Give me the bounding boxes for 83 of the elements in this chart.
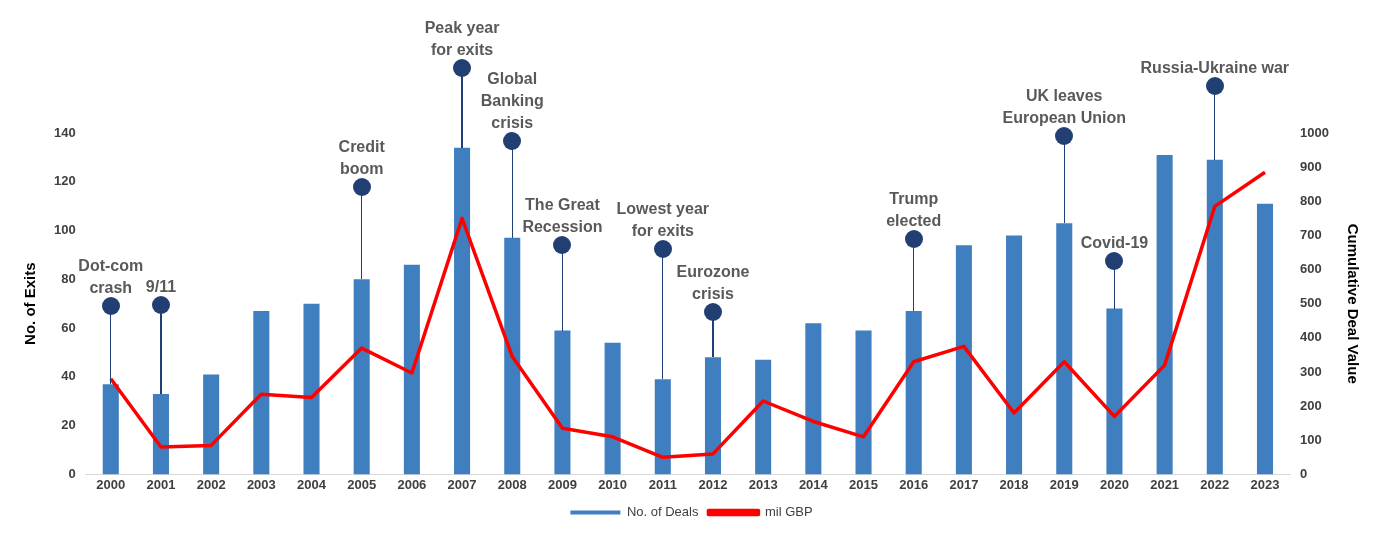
x-tick-label: 2023 xyxy=(1250,476,1280,492)
bar xyxy=(905,311,922,475)
legend-label: No. of Deals xyxy=(626,504,699,520)
y2-tick-label: 800 xyxy=(1300,192,1322,208)
bar xyxy=(253,311,270,475)
x-tick-label: 2019 xyxy=(1049,476,1079,492)
y2-tick-label: 200 xyxy=(1300,397,1322,413)
x-tick-label: 2010 xyxy=(598,476,628,492)
bar xyxy=(755,359,772,475)
y2-tick-label: 0 xyxy=(1300,465,1308,481)
annotation: Eurozone crisis xyxy=(676,263,750,303)
x-tick-label: 2021 xyxy=(1150,476,1180,492)
legend-label: mil GBP xyxy=(764,504,813,520)
y2-tick-label: 500 xyxy=(1300,295,1322,311)
x-tick-label: 2003 xyxy=(246,476,276,492)
y2-tick-label: 700 xyxy=(1300,227,1322,242)
bar xyxy=(203,374,220,475)
text: Peak year for exits xyxy=(424,18,500,58)
text: Global Banking crisis xyxy=(480,69,544,131)
y-axis-title: No. of Exits xyxy=(21,262,39,345)
bar xyxy=(454,147,471,475)
bar xyxy=(504,237,521,475)
bar xyxy=(704,357,722,475)
annotation: 9/11 xyxy=(145,277,177,295)
x-tick-label: 2004 xyxy=(297,476,327,492)
annotation: The Great Recession xyxy=(522,195,603,235)
y-tick-label: 20 xyxy=(61,417,76,433)
y-tick-label: 60 xyxy=(61,319,76,335)
x-tick-label: 2005 xyxy=(347,476,377,492)
x-tick-label: 2007 xyxy=(447,476,477,492)
x-tick-label: 2011 xyxy=(648,476,677,492)
x-tick-label: 2016 xyxy=(899,476,929,492)
bar xyxy=(303,303,320,475)
y2-tick-label: 400 xyxy=(1300,329,1322,345)
x-tick-label: 2022 xyxy=(1200,476,1230,492)
bar xyxy=(1206,159,1223,475)
x-tick-label: 2000 xyxy=(96,476,126,492)
annotation: Lowest year for exits xyxy=(616,200,710,240)
bar xyxy=(403,264,420,475)
x-tick-label: 2014 xyxy=(798,476,829,492)
annotation: Trump elected xyxy=(886,190,942,230)
y-tick-label: 100 xyxy=(53,222,76,238)
x-tick-label: 2001 xyxy=(146,476,176,492)
annotation: Covid-19 xyxy=(1080,233,1149,251)
x-tick-label: 2012 xyxy=(698,476,728,492)
bar xyxy=(955,245,972,475)
x-tick-label: 2008 xyxy=(497,476,527,492)
bar xyxy=(604,342,621,475)
bar xyxy=(1106,308,1123,475)
bar xyxy=(855,330,872,475)
x-tick-label: 2015 xyxy=(849,476,878,492)
y-tick-label: 0 xyxy=(68,465,76,481)
x-tick-label: 2002 xyxy=(196,476,226,492)
bar xyxy=(654,379,671,475)
y2-tick-label: 100 xyxy=(1300,431,1322,447)
y2-axis-title: Cumulative Deal Value xyxy=(1344,223,1362,384)
y2-tick-label: 300 xyxy=(1300,363,1322,379)
y-tick-label: 120 xyxy=(53,173,76,189)
y2-tick-label: 600 xyxy=(1300,261,1322,277)
y-tick-label: 140 xyxy=(53,124,76,140)
x-tick-label: 2013 xyxy=(748,476,778,492)
x-tick-label: 2017 xyxy=(949,476,979,492)
bar xyxy=(805,323,822,475)
annotation: Credit boom xyxy=(338,138,386,178)
bar xyxy=(353,279,370,475)
bar xyxy=(1006,235,1023,475)
x-tick-label: 2009 xyxy=(547,476,577,492)
text: UK leaves European Union xyxy=(1002,87,1127,127)
annotation: Dot-com crash xyxy=(78,257,144,297)
bar xyxy=(102,384,119,475)
bar xyxy=(1056,223,1073,475)
bar xyxy=(554,330,571,475)
y-tick-label: 40 xyxy=(61,368,76,384)
bar xyxy=(1156,154,1173,475)
y2-tick-label: 900 xyxy=(1300,158,1322,174)
y2-tick-label: 1000 xyxy=(1300,124,1329,140)
bar xyxy=(152,393,169,475)
x-tick-label: 2006 xyxy=(397,476,427,492)
x-tick-label: 2020 xyxy=(1099,476,1129,492)
bar xyxy=(1256,203,1274,475)
text: Russia-Ukraine war xyxy=(1140,58,1290,76)
x-tick-label: 2018 xyxy=(999,476,1029,492)
y-tick-label: 80 xyxy=(61,270,76,286)
